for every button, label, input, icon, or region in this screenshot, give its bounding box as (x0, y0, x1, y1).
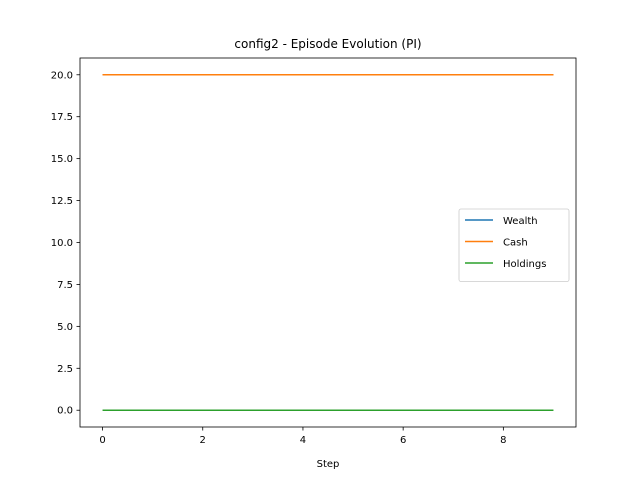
chart-title: config2 - Episode Evolution (PI) (234, 37, 421, 51)
legend-label-cash: Cash (503, 238, 528, 249)
y-tick-label: 0.0 (57, 406, 73, 417)
x-tick-label: 6 (400, 435, 406, 446)
plot-area: 0 2 4 6 8 0.0 2.5 5.0 7.5 10.0 12.5 15.0 17.5 20.0 (51, 57, 577, 446)
legend-label-holdings: Holdings (503, 259, 546, 270)
y-tick-label: 12.5 (51, 196, 73, 207)
legend: Wealth Cash Holdings (458, 208, 570, 282)
y-tick-label: 15.0 (51, 154, 73, 165)
x-tick-label: 0 (99, 435, 105, 446)
y-tick-label: 17.5 (51, 112, 73, 123)
y-tick-label: 20.0 (51, 70, 73, 81)
y-tick-label: 2.5 (57, 364, 73, 375)
x-tick-label: 2 (200, 435, 206, 446)
x-tick-label: 8 (500, 435, 506, 446)
y-tick-label: 5.0 (57, 322, 73, 333)
y-tick-label: 10.0 (51, 238, 73, 249)
x-axis-label: Step (317, 459, 340, 470)
legend-label-wealth: Wealth (503, 216, 538, 227)
x-tick-label: 4 (300, 435, 306, 446)
y-tick-label: 7.5 (57, 280, 73, 291)
